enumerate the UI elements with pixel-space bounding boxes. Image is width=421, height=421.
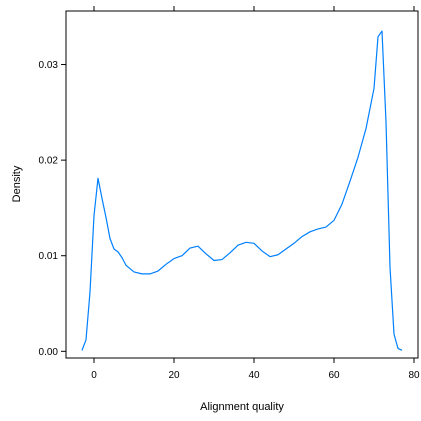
x-tick-label: 40 — [248, 370, 260, 381]
y-tick-label: 0.00 — [39, 347, 59, 358]
x-axis-title: Alignment quality — [200, 401, 284, 413]
y-axis-title: Density — [11, 165, 23, 202]
x-tick-label: 0 — [91, 370, 97, 381]
y-axis: 0.00 0.01 0.02 0.03 — [39, 60, 66, 358]
y-tick-label: 0.01 — [39, 251, 59, 262]
plot-area — [81, 30, 403, 351]
density-line — [81, 30, 403, 351]
y-tick-label: 0.03 — [39, 60, 59, 71]
y-tick-label: 0.02 — [39, 156, 59, 167]
x-tick-label: 60 — [328, 370, 340, 381]
plot-frame — [65, 10, 419, 359]
x-tick-label: 80 — [408, 370, 420, 381]
x-axis: 0 20 40 60 80 — [91, 6, 420, 381]
x-tick-label: 20 — [168, 370, 180, 381]
